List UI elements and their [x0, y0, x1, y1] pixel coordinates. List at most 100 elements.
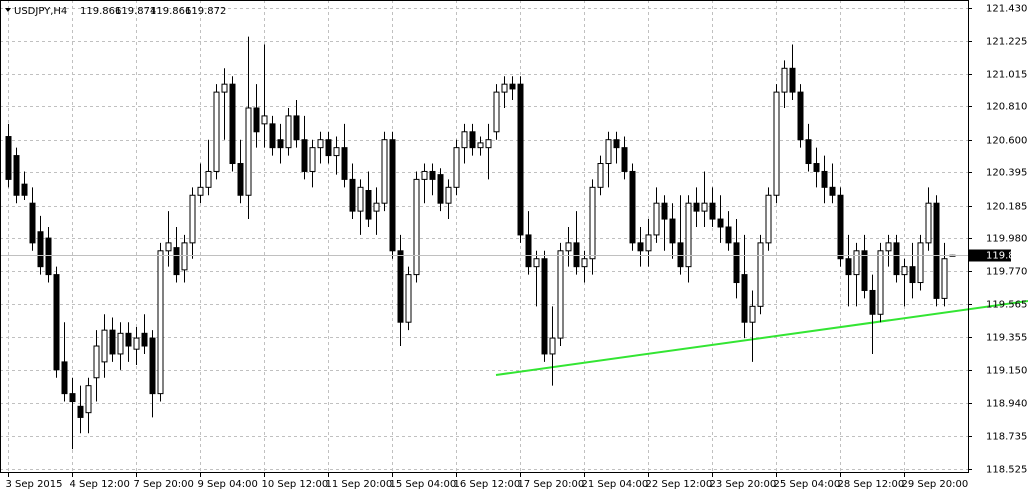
candle-body	[373, 202, 380, 212]
candle-body	[805, 139, 812, 165]
candle-body	[493, 91, 500, 133]
candle-body	[821, 170, 828, 188]
x-tick-label: 25 Sep 04:00	[774, 479, 841, 490]
candle-body	[813, 163, 820, 172]
candle-body	[365, 189, 372, 220]
candle-body	[301, 139, 308, 172]
candle-body	[469, 131, 476, 149]
candle-body	[453, 147, 460, 188]
y-tick-label: 118.940	[986, 399, 1027, 410]
candle-body	[565, 242, 572, 252]
candle-body	[861, 250, 868, 291]
candle-body	[61, 361, 68, 395]
candle-body	[437, 174, 444, 204]
candle-body	[85, 385, 92, 414]
candle-body	[605, 139, 612, 165]
candle-body	[869, 289, 876, 315]
close: 119.872	[185, 6, 226, 17]
candle-body	[389, 139, 396, 252]
candle-body	[637, 242, 644, 252]
x-tick-label: 29 Sep 20:00	[902, 479, 969, 490]
price-tag	[969, 249, 1011, 262]
candle-body	[229, 83, 236, 165]
y-tick-label: 121.015	[986, 70, 1027, 81]
candle-body	[597, 163, 604, 188]
candle-body	[141, 332, 148, 347]
y-tick-label: 119.150	[986, 366, 1027, 377]
candle-body	[501, 83, 508, 93]
candle-body	[405, 274, 412, 323]
x-tick-label: 22 Sep 12:00	[646, 479, 713, 490]
candle-body	[573, 242, 580, 268]
candle-body	[525, 234, 532, 268]
x-tick-label: 15 Sep 04:00	[390, 479, 457, 490]
candle-body	[741, 274, 748, 323]
candle-body	[581, 258, 588, 268]
y-tick-label: 119.565	[986, 300, 1027, 311]
candle-body	[165, 242, 172, 252]
candle-body	[269, 123, 276, 149]
candle-body	[181, 242, 188, 271]
candle-body	[757, 242, 764, 307]
candle-body	[677, 242, 684, 268]
candle-body	[717, 218, 724, 228]
candle-body	[53, 274, 60, 371]
candle-body	[917, 242, 924, 284]
candle-body	[253, 107, 260, 133]
candle-body	[853, 250, 860, 276]
candle-body	[941, 258, 948, 299]
menu-arrow[interactable]	[5, 8, 11, 12]
y-tick-label: 120.395	[986, 168, 1027, 179]
candle-body	[621, 147, 628, 172]
candles	[0, 36, 968, 450]
candle-body	[845, 258, 852, 276]
candle-body	[221, 83, 228, 93]
candle-body	[69, 393, 76, 403]
candle-body	[485, 139, 492, 149]
candle-body	[701, 202, 708, 212]
axes: 121.430 121.225 121.015 120.810 120.600 120.3…	[6, 4, 1028, 491]
candle-body	[629, 170, 636, 244]
candle-body	[213, 91, 220, 172]
candle-body	[285, 115, 292, 149]
x-tick-label: 4 Sep 12:00	[70, 479, 130, 490]
x-tick-label: 23 Sep 20:00	[710, 479, 777, 490]
candle-body	[589, 186, 596, 260]
candle-body	[829, 186, 836, 196]
plot-border	[0, 0, 969, 473]
candle-body	[693, 202, 700, 212]
candle-body	[789, 67, 796, 93]
candle-body	[669, 218, 676, 244]
x-tick-label: 16 Sep 12:00	[454, 479, 521, 490]
candle-body	[133, 337, 140, 350]
candle-body	[613, 139, 620, 149]
candle-body	[93, 345, 100, 379]
candle-body	[429, 170, 436, 180]
candle-body	[645, 234, 652, 252]
x-tick-label: 21 Sep 04:00	[582, 479, 649, 490]
candle-body	[413, 178, 420, 276]
candle-body	[477, 142, 484, 149]
candle-body	[205, 170, 212, 188]
candle-body	[357, 186, 364, 212]
y-tick-label: 119.355	[986, 333, 1027, 344]
candle-body	[317, 139, 324, 149]
symbol: USDJPY,H4	[14, 6, 67, 17]
candle-body	[725, 226, 732, 244]
candle-body	[245, 107, 252, 196]
candle-body	[557, 250, 564, 339]
candle-body	[237, 163, 244, 196]
high: 119.874	[115, 6, 156, 17]
candle-body	[197, 186, 204, 196]
candle-body	[765, 194, 772, 244]
x-tick-label: 3 Sep 2015	[6, 479, 63, 490]
x-tick-label: 17 Sep 20:00	[518, 479, 585, 490]
candle-body	[653, 202, 660, 236]
candle-body	[685, 202, 692, 268]
candle-body	[109, 329, 116, 355]
candle-body	[709, 202, 716, 220]
trend-line	[495, 300, 1028, 376]
candle-body	[349, 178, 356, 212]
